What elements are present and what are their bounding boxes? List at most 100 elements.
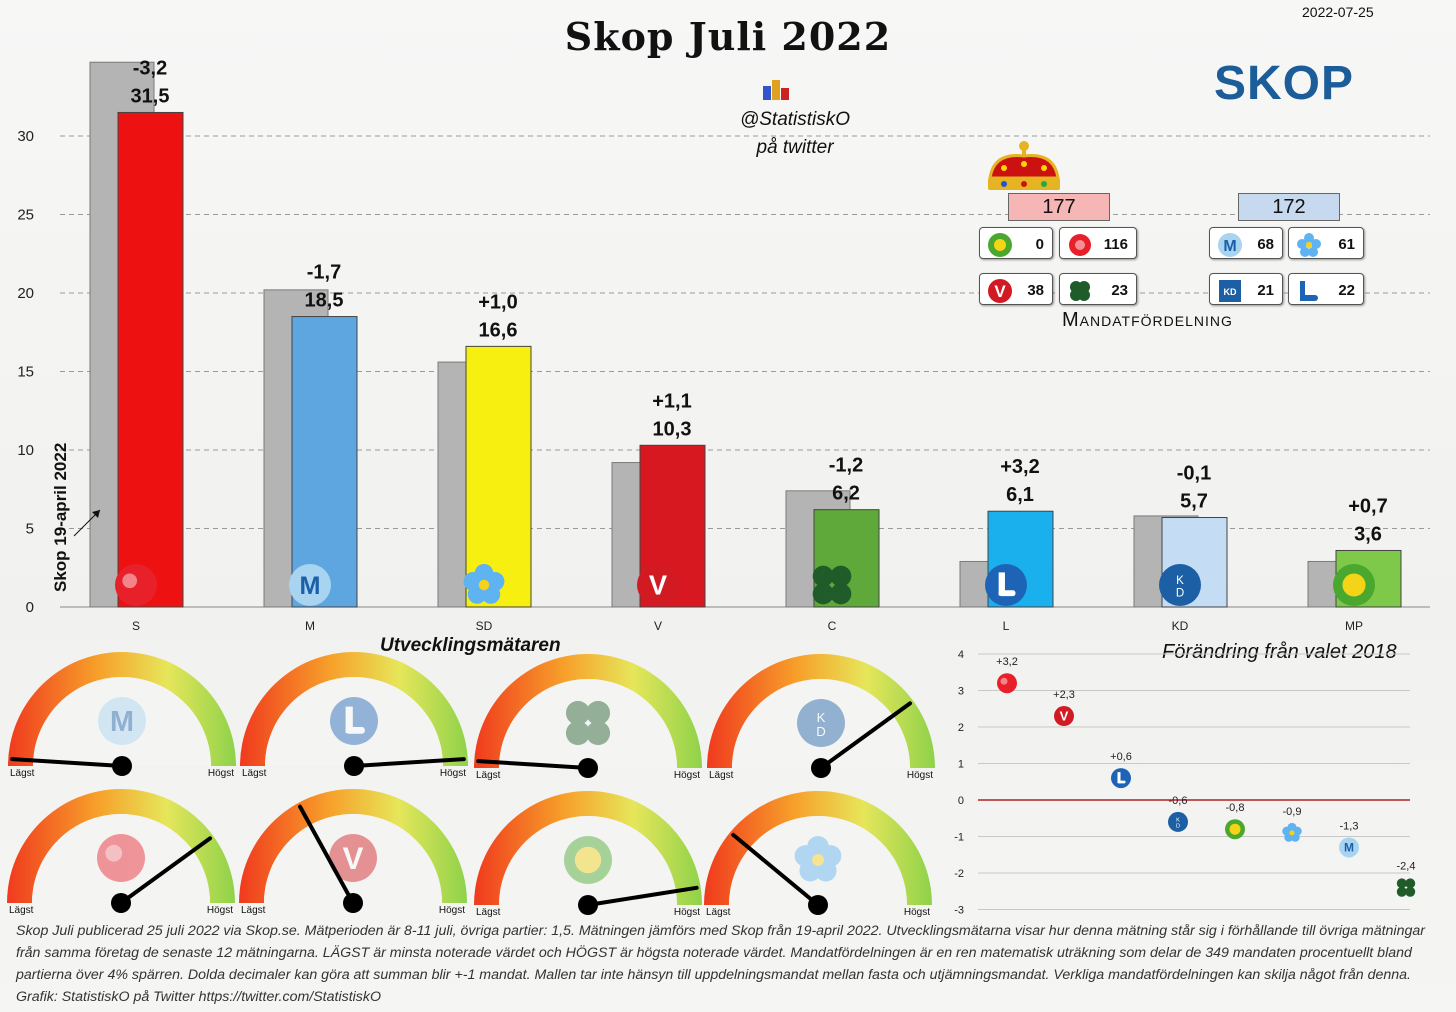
sd-logo-icon xyxy=(1297,233,1321,257)
x-tick-label-l: L xyxy=(1003,619,1010,633)
gauge-hub xyxy=(578,758,598,778)
gauge-arc xyxy=(474,791,702,905)
value-label-m: 18,5 xyxy=(305,290,344,312)
gauge-sd: Lägst Högst xyxy=(704,791,932,918)
gauge-high-label: Högst xyxy=(907,770,933,781)
gauge-hub xyxy=(811,758,831,778)
kd-logo-icon: KD xyxy=(1159,564,1201,606)
gauge-mp: Lägst Högst xyxy=(474,791,702,918)
sd-logo-icon xyxy=(794,836,842,882)
gauge-low-label: Lägst xyxy=(242,768,267,779)
gauge-low-label: Lägst xyxy=(709,770,734,781)
svg-text:D: D xyxy=(816,724,826,739)
kd-logo-icon: KD xyxy=(1168,811,1188,832)
svg-text:M: M xyxy=(110,706,134,738)
kd-logo-icon: KD xyxy=(797,699,845,747)
change-y-tick: 0 xyxy=(958,795,964,807)
gauge-low-label: Lägst xyxy=(10,768,35,779)
svg-text:V: V xyxy=(994,282,1006,301)
gauge-m: M Lägst Högst xyxy=(8,652,236,779)
statistisko-icon xyxy=(763,80,789,100)
seat-value-s: 116 xyxy=(1103,236,1128,253)
gauge-high-label: Högst xyxy=(207,905,233,916)
gauge-needle xyxy=(731,832,820,907)
value-label-c: 6,2 xyxy=(832,483,860,505)
gauge-arc xyxy=(7,789,235,903)
crown-icon xyxy=(988,141,1060,190)
gauge-s: Lägst Högst xyxy=(7,789,235,916)
gauges-panel: M Lägst Högst Lägst Högst Lägst Högst KD Lägst Hö… xyxy=(7,652,935,918)
gauge-face xyxy=(265,677,443,766)
gauge-l: Lägst Högst xyxy=(240,652,468,779)
gauge-needle xyxy=(298,804,355,905)
gauge-arc xyxy=(704,791,932,905)
gauge-high-label: Högst xyxy=(208,768,234,779)
gauge-low-label: Lägst xyxy=(476,770,501,781)
bar-s xyxy=(117,111,184,608)
change-y-tick: 3 xyxy=(958,686,964,698)
seat-value-m: 68 xyxy=(1257,236,1274,253)
y-tick-label: 20 xyxy=(17,285,34,302)
gauge-low-label: Lägst xyxy=(9,905,34,916)
gauge-needle xyxy=(10,757,124,768)
kd-logo-icon: KD xyxy=(1219,280,1241,302)
l-logo-icon xyxy=(1111,768,1131,789)
l-logo-icon xyxy=(985,564,1027,606)
gauge-hub xyxy=(808,895,828,915)
gauge-low-label: Lägst xyxy=(476,907,501,918)
change-label-kd: -0,1 xyxy=(1177,463,1211,485)
date-label: 2022-07-25 xyxy=(1302,4,1374,20)
left-bloc-total: 177 xyxy=(1008,193,1110,221)
c-logo-icon xyxy=(565,700,611,746)
l-logo-icon xyxy=(330,697,378,745)
gauge-low-label: Lägst xyxy=(241,905,266,916)
m-logo-icon: M xyxy=(1339,837,1359,858)
change-label-sd: +1,0 xyxy=(478,291,517,313)
gauge-face xyxy=(264,814,442,903)
prev-series-arrowhead xyxy=(92,510,100,518)
mp-logo-icon xyxy=(1333,564,1375,606)
x-tick-label-mp: MP xyxy=(1345,619,1363,633)
change-label-m: -1,3 xyxy=(1340,820,1359,832)
x-tick-label-s: S xyxy=(132,619,140,633)
v-logo-icon: V xyxy=(637,564,679,606)
seat-value-kd: 21 xyxy=(1257,282,1274,299)
svg-text:V: V xyxy=(649,569,668,600)
svg-text:V: V xyxy=(1060,709,1069,724)
change-label-l: +0,6 xyxy=(1110,751,1132,763)
change-label-kd: -0,6 xyxy=(1169,795,1188,807)
s-logo-icon xyxy=(115,564,157,606)
change-label-s: +3,2 xyxy=(996,656,1018,668)
value-label-l: 6,1 xyxy=(1006,484,1034,506)
seat-box-s: 116 xyxy=(1059,227,1137,259)
gauge-face xyxy=(732,679,910,768)
twitter-handle: @StatistiskO på twitter xyxy=(700,106,890,162)
seat-box-c: 23 xyxy=(1059,273,1137,305)
y-tick-label: 25 xyxy=(17,207,34,224)
change-label-sd: -0,9 xyxy=(1283,806,1302,818)
change-label-c: -2,4 xyxy=(1397,861,1416,873)
bar-chart: 0 5 10 15 20 25 30 31,5 -3,2 S 18,5 -1,7 M M 16,6 +1,0 S… xyxy=(17,57,1430,633)
gauge-hub xyxy=(112,756,132,776)
svg-text:M: M xyxy=(1344,841,1354,855)
gauge-hub xyxy=(343,893,363,913)
gauge-face xyxy=(499,816,677,905)
svg-text:D: D xyxy=(1176,823,1180,829)
svg-text:M: M xyxy=(1223,238,1236,255)
change-label-v: +2,3 xyxy=(1053,689,1075,701)
bar-sd xyxy=(465,345,532,608)
x-tick-label-v: V xyxy=(654,619,662,633)
y-tick-label: 15 xyxy=(17,364,34,381)
skop-logo: SKOP xyxy=(1214,57,1355,110)
change-label-s: -3,2 xyxy=(133,57,167,79)
value-label-kd: 5,7 xyxy=(1180,491,1208,513)
v-logo-icon: V xyxy=(329,834,377,882)
gauge-hub xyxy=(111,893,131,913)
gauge-high-label: Högst xyxy=(674,770,700,781)
gauge-needle xyxy=(119,836,212,905)
s-logo-icon xyxy=(97,834,145,882)
seats-title: Mandatfördelning xyxy=(1062,309,1233,331)
mp-logo-icon xyxy=(1225,819,1245,840)
svg-text:V: V xyxy=(343,841,364,876)
v-logo-icon: V xyxy=(1054,706,1074,727)
